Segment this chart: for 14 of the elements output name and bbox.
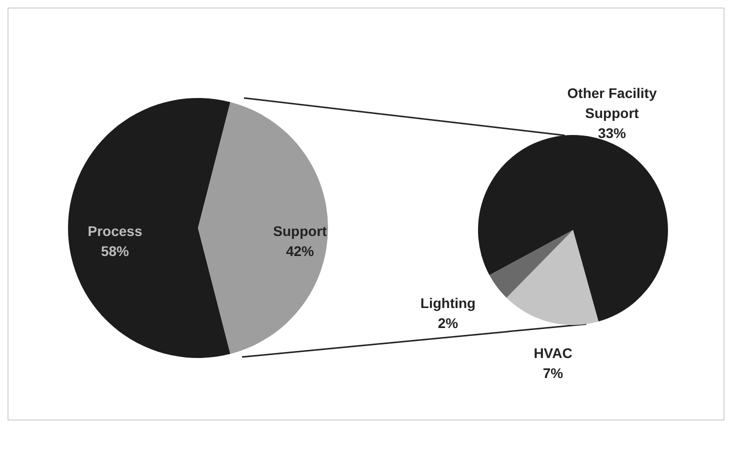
pie-slice: [68, 98, 230, 358]
data-label: 2%: [438, 315, 459, 331]
data-label: 58%: [100, 243, 130, 259]
pie-slice: [198, 102, 328, 354]
data-label: 7%: [542, 365, 564, 381]
pie-slice: [489, 230, 573, 298]
pie-slice: [506, 230, 598, 325]
slice-label: Process: [88, 223, 142, 239]
data-label: 42%: [286, 243, 315, 259]
data-label: 33%: [598, 125, 627, 141]
slice-label: HVAC: [534, 345, 572, 361]
slice-label: Support: [273, 223, 328, 239]
slice-label: Lighting: [420, 295, 476, 311]
slice-label: Other Facility Support: [567, 85, 657, 121]
